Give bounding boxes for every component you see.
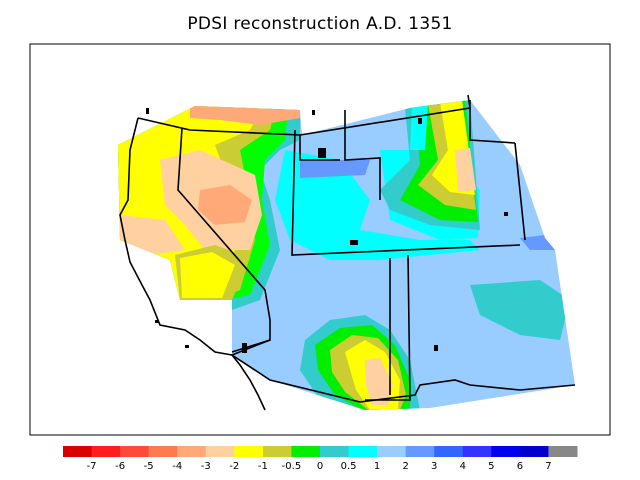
legend-tick-label: 7 (545, 461, 551, 472)
legend-tick-label: 5 (488, 461, 494, 472)
legend-tick-label: 3 (431, 461, 437, 472)
legend-tick-label: 0.5 (341, 461, 357, 472)
legend-swatch (348, 446, 378, 457)
legend-tick-label: -0.5 (282, 461, 302, 472)
map-title: PDSI reconstruction A.D. 1351 (187, 14, 453, 34)
legend-swatch (177, 446, 207, 457)
legend-swatch (148, 446, 178, 457)
legend-swatch (262, 446, 292, 457)
legend-tick-label: -3 (201, 461, 211, 472)
legend-swatch (405, 446, 435, 457)
legend-swatch (491, 446, 521, 457)
legend-tick-label: -4 (172, 461, 182, 472)
coastline (119, 117, 266, 411)
legend-tick-label: 1 (374, 461, 380, 472)
legend-tick-label: -5 (144, 461, 154, 472)
legend-swatch (120, 446, 150, 457)
legend-swatch (377, 446, 407, 457)
legend-tick-label: -2 (229, 461, 239, 472)
legend-swatch (548, 446, 578, 457)
legend-swatch (205, 446, 235, 457)
legend-tick-label: -1 (258, 461, 268, 472)
legend-swatch (234, 446, 264, 457)
islands (146, 108, 508, 353)
legend-swatch (320, 446, 350, 457)
legend-tick-label: 2 (402, 461, 408, 472)
legend-tick-label: -7 (87, 461, 97, 472)
legend-tick-label: 4 (460, 461, 466, 472)
legend-swatch (462, 446, 492, 457)
legend-tick-label: 6 (517, 461, 523, 472)
legend-tick-label: -6 (115, 461, 125, 472)
legend-swatch (434, 446, 464, 457)
legend-swatch (91, 446, 121, 457)
legend-tick-label: 0 (317, 461, 323, 472)
state-boundaries (137, 94, 576, 403)
legend-swatch (291, 446, 321, 457)
legend-swatch (519, 446, 549, 457)
legend-swatch (63, 446, 93, 457)
